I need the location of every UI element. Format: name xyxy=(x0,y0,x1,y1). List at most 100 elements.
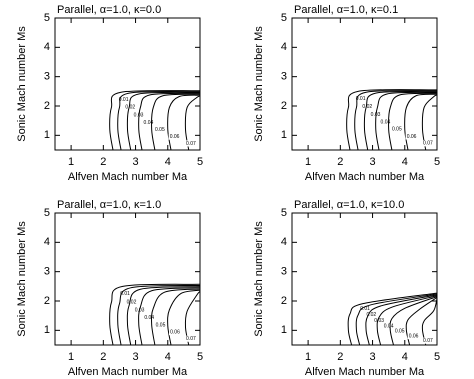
contour-label: 0.06 xyxy=(170,134,180,140)
contour-line xyxy=(421,298,438,346)
contour-label: 0.02 xyxy=(362,104,372,110)
contour-line xyxy=(184,290,201,346)
chart-title: Parallel, α=1.0, κ=0.1 xyxy=(294,4,398,16)
contour-label-bg xyxy=(379,118,392,125)
contour-line xyxy=(404,93,438,151)
x-tick-label: 4 xyxy=(165,351,171,363)
contour-label-bg xyxy=(119,290,132,297)
contour-line xyxy=(363,90,438,151)
contour-label: 0.02 xyxy=(127,299,137,305)
y-tick-label: 3 xyxy=(44,266,50,278)
contour-label-bg xyxy=(143,314,156,321)
x-axis-label: Alfven Mach number Ma xyxy=(305,366,425,378)
contour-line xyxy=(365,294,438,346)
contour-label-bg xyxy=(124,104,137,111)
contour-line xyxy=(347,292,438,346)
contour-line xyxy=(376,295,438,346)
contour-label-bg xyxy=(169,329,181,336)
plot-frame xyxy=(291,212,438,346)
contour-label-bg xyxy=(421,140,434,147)
x-tick-label: 1 xyxy=(68,156,74,168)
contour-label: 0.04 xyxy=(144,315,154,321)
contour-label: 0.07 xyxy=(423,338,433,344)
contour-label-bg xyxy=(125,299,138,306)
contour-label-bg xyxy=(405,133,418,140)
y-axis-label: Sonic Mach number Ms xyxy=(16,221,28,337)
x-tick-label: 2 xyxy=(100,156,106,168)
contour-label-bg xyxy=(390,126,403,133)
y-axis-label: Sonic Mach number Ms xyxy=(253,221,265,337)
contour-line xyxy=(405,297,438,346)
y-tick-label: 2 xyxy=(281,295,287,307)
x-tick-label: 1 xyxy=(305,156,311,168)
plot-frame xyxy=(54,17,201,151)
y-tick-label: 4 xyxy=(281,41,287,53)
y-tick-label: 1 xyxy=(44,324,50,336)
y-tick-label: 3 xyxy=(44,71,50,83)
x-tick-label: 2 xyxy=(337,351,343,363)
contour-label: 0.01 xyxy=(356,96,366,102)
contour-line xyxy=(109,283,201,346)
x-tick-label: 5 xyxy=(434,156,440,168)
y-tick-label: 5 xyxy=(44,12,50,24)
contour-label-bg xyxy=(184,335,197,342)
contour-label: 0.01 xyxy=(119,97,129,103)
chart-title: Parallel, α=1.0, κ=10.0 xyxy=(294,199,404,211)
contour-label-bg xyxy=(373,317,386,324)
contour-line xyxy=(138,287,201,346)
y-tick-label: 1 xyxy=(281,324,287,336)
y-axis-label: Sonic Mach number Ms xyxy=(253,26,265,142)
contour-label: 0.07 xyxy=(186,336,196,342)
x-tick-label: 1 xyxy=(305,351,311,363)
x-tick-label: 5 xyxy=(434,351,440,363)
contour-label: 0.05 xyxy=(156,323,166,329)
x-tick-label: 2 xyxy=(337,156,343,168)
contour-line xyxy=(117,284,201,346)
contour-line xyxy=(138,92,201,151)
x-axis-label: Alfven Mach number Ma xyxy=(305,171,425,183)
contour-label-bg xyxy=(365,311,378,318)
contour-label-bg xyxy=(184,140,197,147)
contour-line xyxy=(126,91,201,151)
contour-label: 0.01 xyxy=(360,306,370,312)
contour-label-bg xyxy=(393,328,406,335)
x-tick-label: 2 xyxy=(100,351,106,363)
contour-line xyxy=(184,95,201,151)
contour-label: 0.05 xyxy=(395,329,405,335)
x-tick-label: 5 xyxy=(197,156,203,168)
contour-label: 0.04 xyxy=(384,323,394,329)
contour-line xyxy=(389,296,438,346)
y-axis-label: Sonic Mach number Ms xyxy=(16,26,28,142)
contour-label-bg xyxy=(407,333,420,340)
y-tick-label: 2 xyxy=(44,100,50,112)
contour-label: 0.04 xyxy=(144,120,154,126)
contour-label: 0.03 xyxy=(374,318,384,324)
contour-line xyxy=(117,90,201,151)
contour-line xyxy=(167,94,201,151)
contour-label-bg xyxy=(142,119,155,126)
contour-label: 0.05 xyxy=(392,127,402,133)
x-tick-label: 4 xyxy=(402,351,408,363)
x-tick-label: 3 xyxy=(369,351,375,363)
plot-frame xyxy=(54,212,201,346)
x-axis-label: Alfven Mach number Ma xyxy=(68,366,188,378)
contour-line xyxy=(126,286,201,346)
contour-label-bg xyxy=(153,126,166,133)
contour-line xyxy=(109,90,201,151)
contour-label-bg xyxy=(369,111,382,118)
contour-label-bg xyxy=(359,305,372,312)
contour-label: 0.07 xyxy=(423,141,433,147)
contour-label-bg xyxy=(382,323,395,330)
contour-label: 0.06 xyxy=(407,134,417,140)
contour-label: 0.04 xyxy=(381,119,391,125)
y-tick-label: 4 xyxy=(281,236,287,248)
plot-frame xyxy=(291,17,438,151)
y-tick-label: 4 xyxy=(44,236,50,248)
contour-line xyxy=(167,289,201,346)
contour-label-bg xyxy=(168,133,181,140)
chart-title: Parallel, α=1.0, κ=0.0 xyxy=(57,4,161,16)
contour-label: 0.06 xyxy=(170,329,180,335)
x-tick-label: 1 xyxy=(68,351,74,363)
contour-line xyxy=(354,90,438,151)
